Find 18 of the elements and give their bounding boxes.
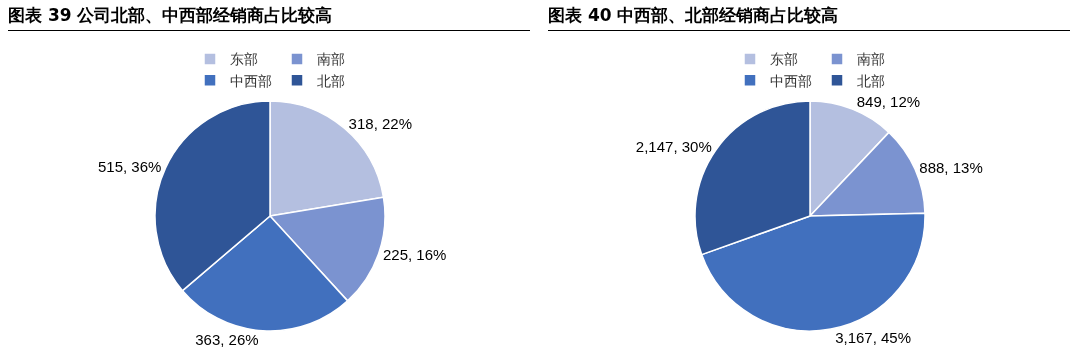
legend-label: 南部 [317, 51, 345, 68]
data-label: 363, 26% [195, 330, 259, 348]
data-label: 888, 13% [919, 159, 983, 177]
data-label: 225, 16% [382, 245, 447, 263]
chart-title: 图表 39 公司北部、中西部经销商占比较高 [8, 4, 530, 31]
legend-label: 南部 [857, 51, 885, 68]
legend-label: 中西部 [230, 72, 272, 89]
legend-label: 北部 [317, 72, 345, 89]
legend-label: 北部 [857, 72, 885, 89]
data-label: 318, 22% [348, 114, 412, 132]
data-label: 3,167, 45% [835, 328, 912, 346]
data-label: 849, 12% [856, 93, 921, 111]
data-label: 2,147, 30% [635, 138, 712, 156]
legend-label: 中西部 [770, 72, 812, 89]
legend-label: 东部 [230, 51, 258, 68]
legend-label: 东部 [770, 51, 798, 68]
data-label: 515, 36% [97, 157, 162, 175]
chart-title: 图表 40 中西部、北部经销商占比较高 [548, 4, 1070, 31]
